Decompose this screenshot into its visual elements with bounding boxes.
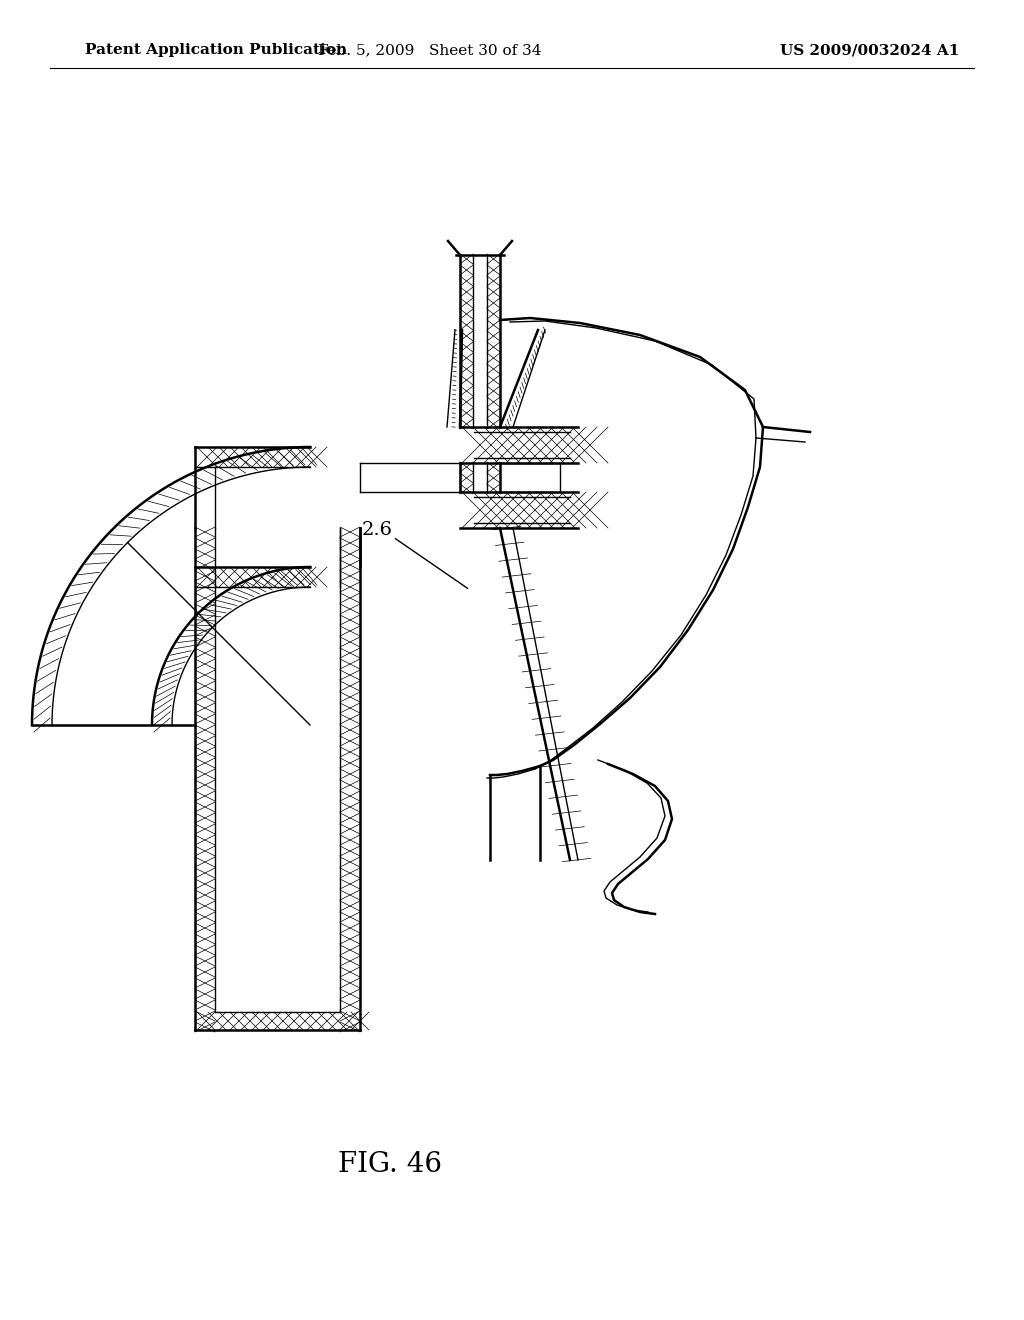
Text: 2.6: 2.6 bbox=[361, 521, 392, 539]
Text: US 2009/0032024 A1: US 2009/0032024 A1 bbox=[780, 44, 959, 57]
Text: Feb. 5, 2009   Sheet 30 of 34: Feb. 5, 2009 Sheet 30 of 34 bbox=[318, 44, 542, 57]
Text: Patent Application Publication: Patent Application Publication bbox=[85, 44, 347, 57]
Text: FIG. 46: FIG. 46 bbox=[338, 1151, 442, 1179]
